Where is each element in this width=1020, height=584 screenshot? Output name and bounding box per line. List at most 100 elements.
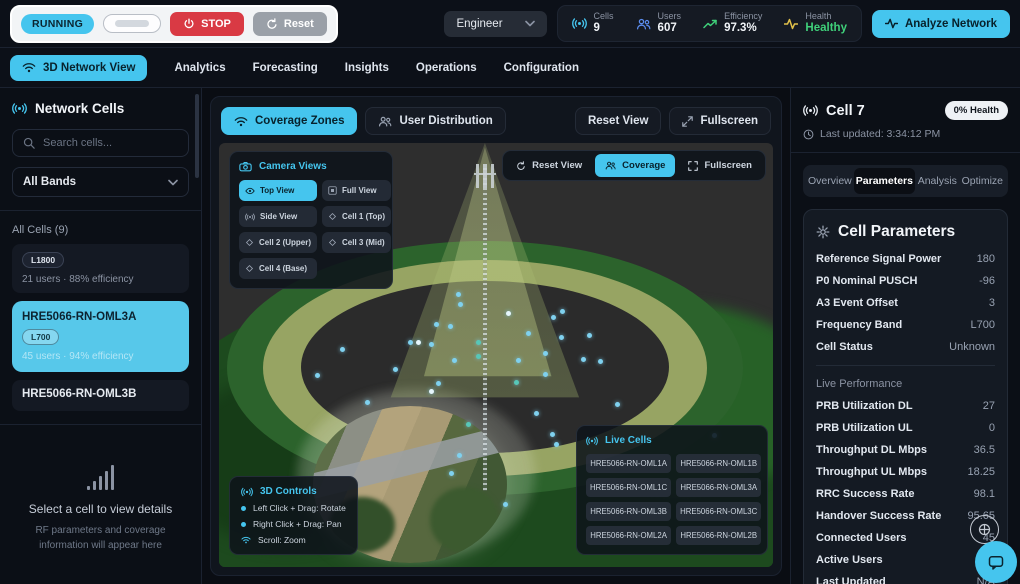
button-label: Coverage: [622, 160, 666, 171]
live-cell-chip[interactable]: HRE5066-RN-OML2B: [676, 526, 762, 545]
network-cells-sidebar: Network Cells All Bands All Cells (9) L1…: [0, 88, 202, 584]
live-cell-chip[interactable]: HRE5066-RN-OML1B: [676, 454, 762, 473]
live-cells-panel: Live Cells HRE5066-RN-OML1A HRE5066-RN-O…: [576, 425, 768, 555]
user-dot: [392, 367, 398, 373]
camera-top-view-button[interactable]: Top View: [239, 180, 318, 201]
users-icon: [636, 18, 651, 30]
live-cell-chip[interactable]: HRE5066-RN-OML3C: [676, 502, 762, 521]
stat-value: Healthy: [805, 22, 847, 34]
button-label: Fullscreen: [704, 160, 752, 171]
camera-side-view-button[interactable]: Side View: [239, 206, 318, 227]
stat-cells: Cells 9: [571, 11, 614, 36]
tab-configuration[interactable]: Configuration: [503, 61, 579, 74]
live-cell-chip[interactable]: HRE5066-RN-OML1A: [586, 454, 672, 473]
fullscreen-button[interactable]: Fullscreen: [669, 107, 771, 135]
cell-parameters-header: Cell Parameters: [816, 223, 995, 241]
band-filter-select[interactable]: All Bands: [12, 167, 189, 197]
camera-button-label: Cell 2 (Upper): [259, 238, 312, 247]
user-dot: [448, 324, 454, 330]
3d-controls-title: 3D Controls: [260, 486, 317, 497]
tab-3d-network-view[interactable]: 3D Network View: [10, 54, 148, 81]
stat-label: Users: [657, 11, 682, 22]
param-row: Connected Users 45: [816, 532, 995, 544]
bullet-icon: [241, 505, 246, 511]
tab-analytics[interactable]: Analytics: [174, 61, 226, 74]
user-dot: [614, 402, 620, 408]
stop-label: STOP: [201, 17, 231, 30]
user-distribution-button[interactable]: User Distribution: [365, 107, 506, 135]
viewport-fullscreen-button[interactable]: Fullscreen: [678, 154, 762, 177]
param-row: PRB Utilization DL 27: [816, 400, 995, 412]
chat-button[interactable]: [975, 541, 1017, 583]
cell-list-item[interactable]: L1800 21 users · 88% efficiency: [12, 244, 189, 293]
cell-list-item-selected[interactable]: HRE5066-RN-OML3A L700 45 users · 94% eff…: [12, 301, 189, 372]
button-label: User Distribution: [399, 115, 493, 127]
tab-forecasting[interactable]: Forecasting: [252, 61, 318, 74]
viewport-toolbar: Reset View Coverage Fullscreen: [502, 150, 766, 181]
camera-button-label: Full View: [342, 186, 377, 195]
bullet-icon: [241, 521, 246, 527]
main-nav: 3D Network View Analytics Forecasting In…: [0, 48, 1020, 88]
detail-tabs: Overview Parameters Analysis Optimize: [803, 165, 1008, 197]
user-dot: [533, 411, 539, 417]
control-hint-label: Scroll: Zoom: [258, 535, 306, 545]
live-cell-chip[interactable]: HRE5066-RN-OML3A: [676, 478, 762, 497]
cell-list-item[interactable]: HRE5066-RN-OML3B: [12, 380, 189, 411]
view-panel: Coverage Zones User Distribution Reset V…: [210, 96, 782, 576]
tab-parameters[interactable]: Parameters: [853, 168, 915, 194]
eye-icon: [245, 187, 255, 195]
broadcast-icon: [586, 436, 598, 446]
param-row: Handover Success Rate 95.65: [816, 510, 995, 522]
button-label: Reset View: [532, 160, 583, 171]
live-cell-chip[interactable]: HRE5066-RN-OML3B: [586, 502, 672, 521]
user-dot: [466, 422, 472, 428]
stat-label: Efficiency: [724, 11, 763, 22]
reset-view-button[interactable]: Reset View: [574, 107, 662, 135]
user-dot: [475, 339, 481, 345]
camera-cell4-button[interactable]: Cell 4 (Base): [239, 258, 318, 279]
analyze-network-button[interactable]: Analyze Network: [871, 9, 1010, 38]
search-box: [12, 129, 189, 157]
chevron-down-icon: [524, 20, 535, 27]
live-cell-chip[interactable]: HRE5066-RN-OML2A: [586, 526, 672, 545]
user-dot: [428, 389, 434, 395]
simulation-toggle-pill[interactable]: [103, 14, 162, 33]
camera-cell1-button[interactable]: Cell 1 (Top): [322, 206, 391, 227]
sidebar-scrollbar[interactable]: [195, 94, 199, 178]
divider: [0, 424, 201, 425]
tab-operations[interactable]: Operations: [415, 61, 477, 74]
role-select[interactable]: Engineer: [444, 10, 547, 37]
top-header: RUNNING STOP Reset Engineer Cells 9 Users…: [0, 0, 1020, 48]
stat-users: Users 607: [636, 11, 682, 36]
tab-optimize[interactable]: Optimize: [961, 175, 1003, 187]
viewport-coverage-button[interactable]: Coverage: [595, 154, 676, 177]
param-row: Active Users36: [816, 554, 995, 566]
param-row: RRC Success Rate 98.1: [816, 488, 995, 500]
camera-cell2-button[interactable]: Cell 2 (Upper): [239, 232, 318, 253]
coverage-zones-button[interactable]: Coverage Zones: [221, 107, 358, 135]
3d-viewport[interactable]: Camera Views Top View Full View Side Vie…: [219, 143, 773, 567]
user-dot: [407, 339, 413, 345]
reset-button[interactable]: Reset: [252, 11, 327, 36]
tab-overview[interactable]: Overview: [808, 175, 852, 187]
camera-full-view-button[interactable]: Full View: [322, 180, 391, 201]
status-badge: RUNNING: [21, 13, 95, 34]
viewport-reset-view-button[interactable]: Reset View: [506, 154, 592, 177]
globe-button[interactable]: [970, 515, 999, 544]
user-dot: [597, 359, 603, 365]
stop-button[interactable]: STOP: [170, 11, 244, 36]
clock-icon: [803, 129, 814, 140]
control-hint: Right Click + Drag: Pan: [241, 519, 346, 529]
user-dot: [458, 302, 464, 307]
control-hint: Left Click + Drag: Rotate: [241, 503, 346, 513]
camera-cell3-button[interactable]: Cell 3 (Mid): [322, 232, 391, 253]
search-input[interactable]: [43, 137, 173, 149]
tab-analysis[interactable]: Analysis: [917, 175, 957, 187]
reset-icon: [266, 17, 278, 30]
tab-insights[interactable]: Insights: [344, 61, 389, 74]
param-row: PRB Utilization UL 0: [816, 422, 995, 434]
stat-label: Cells: [593, 11, 614, 22]
user-dot: [581, 357, 587, 363]
camera-button-label: Side View: [260, 212, 298, 221]
live-cell-chip[interactable]: HRE5066-RN-OML1C: [586, 478, 672, 497]
